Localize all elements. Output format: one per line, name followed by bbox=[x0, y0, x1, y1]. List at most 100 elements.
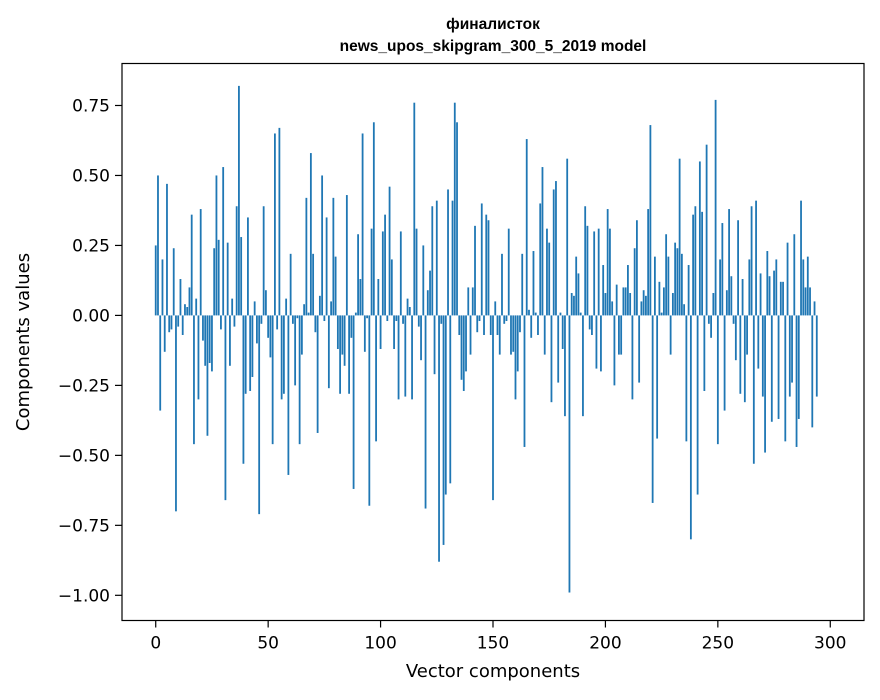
bar-59 bbox=[287, 315, 290, 475]
bar-133 bbox=[453, 102, 456, 316]
bar-174 bbox=[546, 228, 548, 316]
bar-165 bbox=[525, 139, 528, 316]
bar-15 bbox=[188, 287, 191, 316]
bar-54 bbox=[276, 315, 279, 330]
bar-274 bbox=[770, 315, 773, 422]
bar-267 bbox=[755, 200, 757, 316]
bar-197 bbox=[597, 228, 600, 316]
bar-228 bbox=[667, 256, 670, 316]
bar-92 bbox=[361, 133, 364, 316]
bar-215 bbox=[638, 315, 641, 383]
bar-208 bbox=[622, 287, 625, 316]
bar-222 bbox=[653, 256, 656, 316]
bar-83 bbox=[341, 315, 344, 355]
bar-209 bbox=[624, 287, 627, 316]
bar-186 bbox=[573, 295, 575, 316]
bar-234 bbox=[680, 253, 683, 316]
bar-123 bbox=[431, 206, 434, 316]
bar-147 bbox=[485, 214, 488, 316]
bar-104 bbox=[388, 186, 391, 316]
bar-3 bbox=[161, 259, 164, 316]
bar-177 bbox=[552, 189, 555, 316]
x-axis-ticks: 0 50 100 150 200 250 300 bbox=[150, 620, 846, 654]
bar-272 bbox=[766, 251, 769, 316]
bar-257 bbox=[732, 315, 735, 324]
bar-34 bbox=[231, 298, 234, 316]
bar-57 bbox=[282, 315, 285, 394]
bar-245 bbox=[705, 144, 708, 316]
y-axis-ticks: 0.75 0.50 0.25 0.00 −0.25 −0.50 −0.75 −1.00 bbox=[58, 96, 122, 606]
bar-235 bbox=[683, 304, 686, 316]
bar-23 bbox=[206, 315, 209, 436]
bar-182 bbox=[564, 315, 566, 417]
bar-279 bbox=[782, 281, 784, 316]
bar-288 bbox=[802, 259, 805, 316]
bar-282 bbox=[788, 315, 791, 397]
bar-189 bbox=[579, 312, 582, 316]
bar-160 bbox=[514, 315, 517, 400]
bar-85 bbox=[345, 195, 348, 316]
bar-226 bbox=[662, 287, 665, 316]
bar-277 bbox=[777, 315, 780, 419]
bar-132 bbox=[451, 200, 454, 316]
bar-70 bbox=[312, 253, 315, 316]
bar-198 bbox=[600, 315, 602, 372]
bar-173 bbox=[543, 315, 546, 355]
bar-205 bbox=[615, 284, 618, 316]
bar-240 bbox=[694, 206, 697, 316]
bar-254 bbox=[725, 290, 728, 316]
bar-180 bbox=[559, 312, 562, 316]
bar-45 bbox=[256, 315, 258, 344]
bar-155 bbox=[503, 315, 506, 324]
bar-157 bbox=[507, 228, 510, 316]
bar-120 bbox=[424, 315, 427, 509]
bar-223 bbox=[656, 315, 659, 439]
bar-260 bbox=[739, 315, 742, 394]
bar-204 bbox=[613, 315, 616, 386]
bar-100 bbox=[379, 315, 382, 349]
bar-280 bbox=[784, 315, 787, 442]
bar-264 bbox=[748, 259, 751, 316]
bar-263 bbox=[746, 315, 748, 355]
bar-7 bbox=[170, 315, 173, 330]
bar-130 bbox=[447, 189, 449, 316]
bar-6 bbox=[168, 315, 171, 333]
bar-116 bbox=[415, 228, 418, 316]
bar-161 bbox=[516, 315, 519, 372]
bar-14 bbox=[186, 307, 189, 316]
bar-137 bbox=[462, 315, 465, 391]
bar-38 bbox=[240, 237, 243, 316]
bar-262 bbox=[743, 315, 746, 403]
bar-119 bbox=[422, 245, 425, 316]
bar-217 bbox=[642, 290, 645, 316]
bar-36 bbox=[235, 206, 238, 316]
bar-169 bbox=[534, 312, 537, 316]
bar-220 bbox=[649, 125, 652, 316]
bar-206 bbox=[618, 315, 620, 355]
bar-171 bbox=[539, 203, 542, 316]
bar-72 bbox=[316, 315, 319, 433]
bar-24 bbox=[208, 315, 211, 363]
chart-title-line2: news_upos_skipgram_300_5_2019 model bbox=[340, 38, 647, 55]
bar-64 bbox=[298, 315, 301, 445]
bar-40 bbox=[244, 315, 247, 394]
bar-63 bbox=[296, 315, 299, 319]
bar-181 bbox=[561, 315, 564, 349]
bar-199 bbox=[602, 265, 605, 316]
bar-96 bbox=[370, 228, 373, 316]
bar-67 bbox=[305, 197, 308, 316]
x-tick-label: 300 bbox=[814, 634, 846, 654]
bar-16 bbox=[190, 214, 193, 316]
bar-71 bbox=[314, 315, 317, 333]
bar-66 bbox=[303, 304, 306, 316]
bar-242 bbox=[698, 161, 701, 316]
bar-166 bbox=[528, 309, 530, 316]
bar-284 bbox=[793, 234, 796, 316]
chart-title-line1: финалисток bbox=[446, 16, 540, 33]
bar-31 bbox=[224, 315, 227, 501]
bar-27 bbox=[215, 175, 218, 316]
bar-210 bbox=[627, 265, 629, 316]
bar-216 bbox=[640, 301, 643, 316]
bar-18 bbox=[195, 298, 198, 316]
bar-159 bbox=[512, 315, 515, 352]
